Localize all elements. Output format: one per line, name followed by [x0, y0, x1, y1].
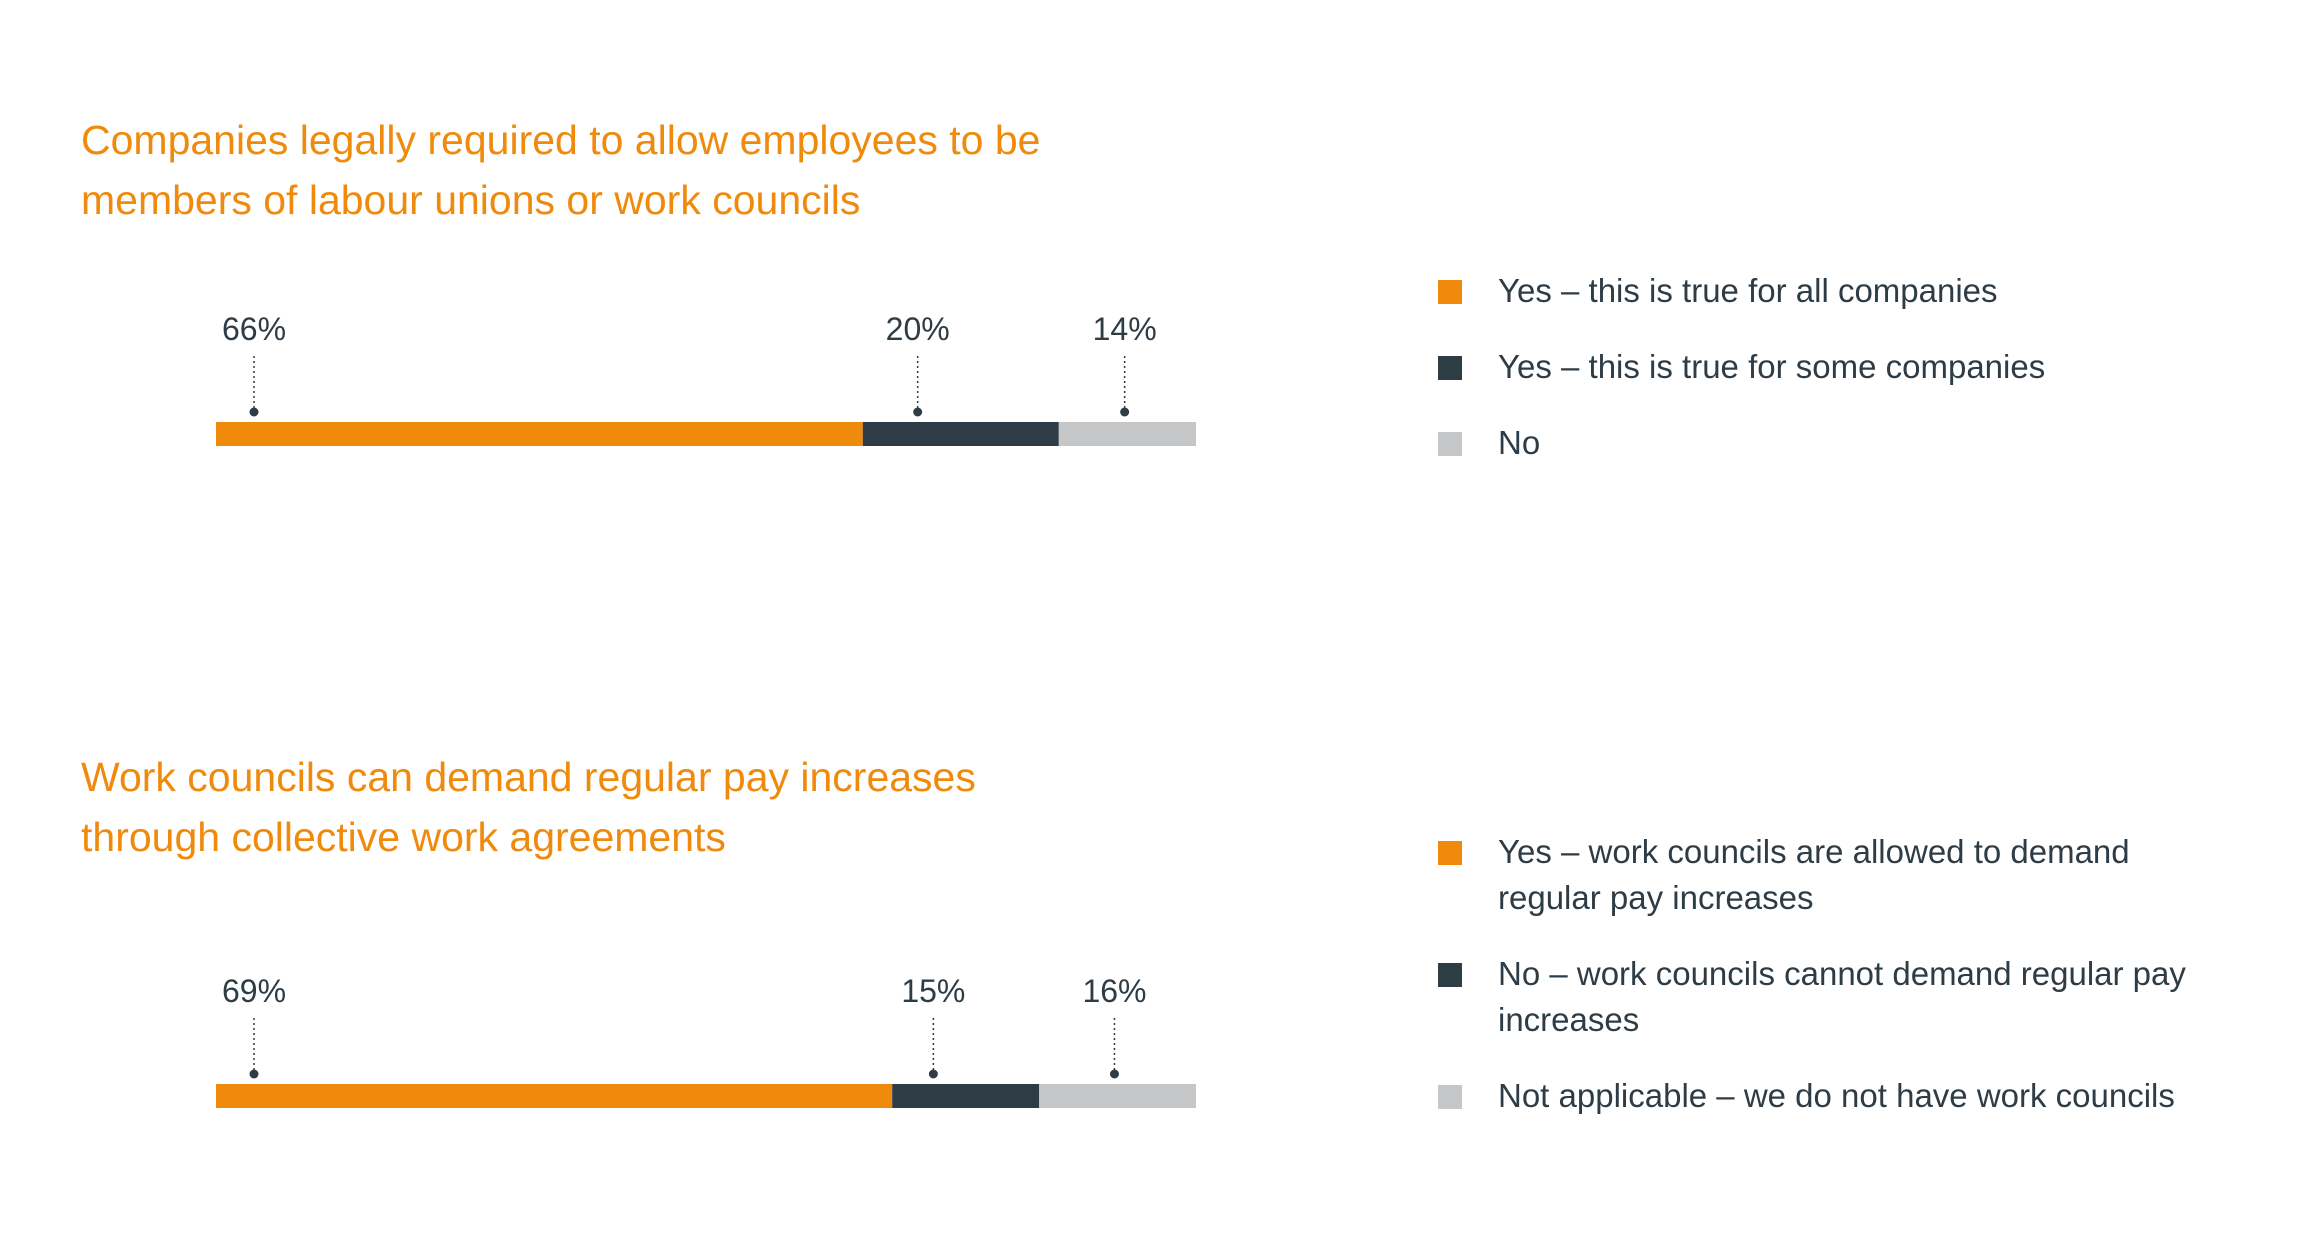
- marker-dot: [913, 407, 923, 417]
- legend: Yes – work councils are allowed to deman…: [1438, 829, 2198, 1149]
- legend-swatch-orange: [1438, 280, 1462, 304]
- data-label: 66%: [222, 311, 286, 347]
- legend-label: Yes – work councils are allowed to deman…: [1498, 833, 2130, 916]
- marker-dot: [928, 1069, 938, 1079]
- chart-panel-1: Companies legally required to allow empl…: [81, 117, 2258, 496]
- legend-label: Not applicable – we do not have work cou…: [1498, 1077, 2175, 1114]
- legend-item: Yes – work councils are allowed to deman…: [1438, 829, 2198, 921]
- data-label: 14%: [1093, 311, 1157, 347]
- legend-item: No: [1438, 420, 2258, 466]
- legend: Yes – this is true for all companies Yes…: [1438, 268, 2258, 496]
- data-label: 16%: [1082, 973, 1146, 1009]
- legend-label: Yes – this is true for some companies: [1498, 348, 2046, 385]
- stacked-bar-chart: 69% 15% 16%: [216, 973, 1196, 1108]
- marker-dot: [1120, 407, 1130, 417]
- legend-swatch-gray: [1438, 1085, 1462, 1109]
- legend-item: Not applicable – we do not have work cou…: [1438, 1073, 2198, 1119]
- legend-item: Yes – this is true for all companies: [1438, 268, 2258, 314]
- data-label: 20%: [886, 311, 950, 347]
- bar-segment: [1039, 1084, 1196, 1108]
- bar-segment: [1058, 422, 1196, 446]
- stacked-bar-chart: 66% 20% 14%: [216, 311, 1196, 446]
- legend-item: No – work councils cannot demand regular…: [1438, 951, 2198, 1043]
- bar-segment: [892, 1084, 1040, 1108]
- bar-segment: [862, 422, 1059, 446]
- data-label: 15%: [901, 973, 965, 1009]
- legend-swatch-dark: [1438, 356, 1462, 380]
- legend-swatch-gray: [1438, 432, 1462, 456]
- marker-dot: [249, 1069, 259, 1079]
- legend-swatch-dark: [1438, 963, 1462, 987]
- bar-segment: [216, 422, 863, 446]
- legend-label: No – work councils cannot demand regular…: [1498, 955, 2186, 1038]
- legend-swatch-orange: [1438, 841, 1462, 865]
- chart-panel-2: Work councils can demand regular pay inc…: [0, 620, 2321, 1238]
- legend-item: Yes – this is true for some companies: [1438, 344, 2258, 390]
- marker-dot: [1109, 1069, 1119, 1079]
- legend-label: No: [1498, 424, 1541, 461]
- data-label: 69%: [222, 973, 286, 1009]
- legend-label: Yes – this is true for all companies: [1498, 272, 1998, 309]
- chart-title: Work councils can demand regular pay inc…: [81, 754, 976, 860]
- bar-segment: [216, 1084, 893, 1108]
- marker-dot: [249, 407, 259, 417]
- chart-title: Companies legally required to allow empl…: [81, 117, 1041, 223]
